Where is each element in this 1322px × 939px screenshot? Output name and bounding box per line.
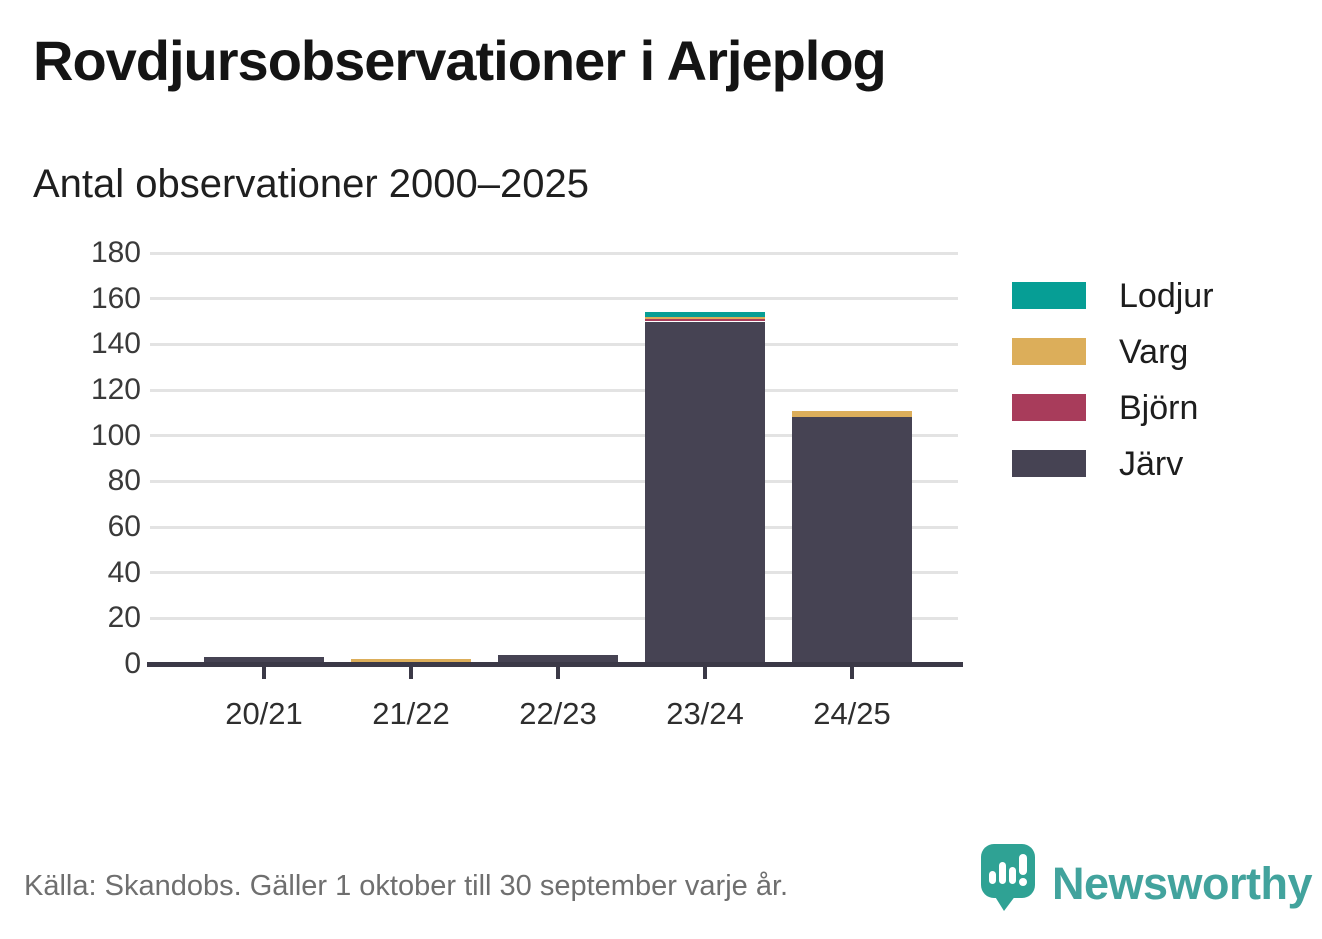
- bar-segment-björn-23-24: [645, 319, 765, 322]
- gridline-y-40: [150, 571, 958, 575]
- x-axis-tick: [556, 667, 560, 679]
- x-axis-tick: [703, 667, 707, 679]
- x-axis-tick-label: 24/25: [813, 696, 891, 731]
- legend-swatch-lodjur: [1012, 282, 1086, 309]
- bar-segment-järv-22-23: [498, 654, 618, 664]
- gridline-y-180: [150, 251, 958, 255]
- bar-segment-varg-23-24: [645, 316, 765, 320]
- legend-item-björn: Björn: [1012, 391, 1214, 425]
- legend-swatch-järv: [1012, 450, 1086, 477]
- gridline-y-140: [150, 342, 958, 346]
- y-axis-tick-label: 40: [107, 555, 141, 589]
- x-axis-tick-label: 21/22: [372, 696, 450, 731]
- gridline-y-160: [150, 297, 958, 301]
- bar-segment-lodjur-23-24: [645, 312, 765, 317]
- legend-item-varg: Varg: [1012, 335, 1214, 369]
- bar-segment-varg-24-25: [792, 410, 912, 418]
- y-axis-tick-label: 100: [90, 418, 141, 452]
- bar-segment-järv-20-21: [204, 657, 324, 664]
- x-axis-tick: [850, 667, 854, 679]
- x-axis-tick: [409, 667, 413, 679]
- legend-item-järv: Järv: [1012, 447, 1214, 481]
- y-axis-tick-label: 120: [90, 373, 141, 406]
- chart-legend: Lodjur Varg Björn Järv: [1012, 279, 1214, 506]
- bar-segment-järv-23-24: [645, 321, 765, 664]
- y-axis-tick-label: 20: [107, 601, 141, 635]
- source-note: Källa: Skandobs. Gäller 1 oktober till 3…: [24, 870, 789, 902]
- bar-segment-järv-24-25: [792, 417, 912, 664]
- bar-segment-varg-21-22: [351, 659, 471, 662]
- x-axis-tick-label: 23/24: [666, 696, 744, 731]
- brand-wordmark: Newsworthy: [1052, 858, 1313, 909]
- legend-label: Järv: [1119, 444, 1184, 483]
- x-axis-tick: [262, 667, 266, 679]
- y-axis-tick-label: 160: [90, 281, 141, 315]
- legend-swatch-varg: [1012, 338, 1086, 365]
- y-axis-tick-label: 60: [107, 510, 141, 543]
- gridline-y-120: [150, 388, 958, 392]
- y-axis-tick-label: 140: [90, 327, 141, 361]
- newsworthy-logo-icon: [980, 843, 1036, 918]
- legend-label: Varg: [1119, 332, 1189, 371]
- gridline-y-20: [150, 616, 958, 620]
- legend-item-lodjur: Lodjur: [1012, 279, 1214, 313]
- legend-label: Björn: [1119, 388, 1199, 427]
- y-axis-tick-label: 0: [124, 647, 141, 680]
- gridline-y-60: [150, 525, 958, 529]
- page-title: Rovdjursobservationer i Arjeplog: [33, 29, 887, 92]
- chart-subtitle: Antal observationer 2000–2025: [33, 162, 589, 206]
- x-axis-tick-label: 22/23: [519, 696, 597, 731]
- y-axis-tick-label: 80: [107, 464, 141, 498]
- x-axis-line: [147, 661, 963, 667]
- legend-label: Lodjur: [1119, 276, 1214, 315]
- legend-swatch-björn: [1012, 394, 1086, 421]
- gridline-y-100: [150, 434, 958, 438]
- newsworthy-brand: Newsworthy: [980, 843, 1313, 918]
- y-axis-tick-label: 180: [90, 236, 141, 269]
- x-axis-tick-label: 20/21: [225, 696, 303, 731]
- gridline-y-80: [150, 479, 958, 483]
